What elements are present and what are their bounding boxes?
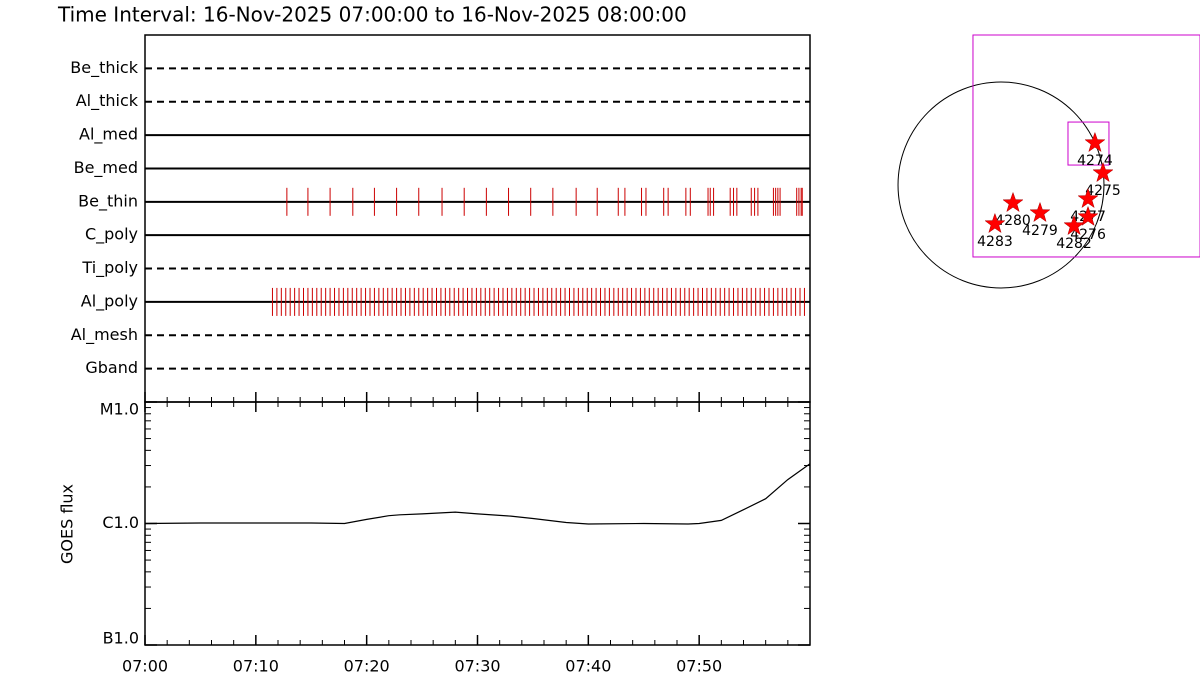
region-label: 4280 bbox=[995, 213, 1031, 229]
region-marker bbox=[1084, 131, 1106, 153]
row-label: Al_med bbox=[79, 125, 138, 145]
region-marker bbox=[1077, 205, 1099, 227]
row-label: Al_poly bbox=[81, 291, 138, 311]
chart-title: Time Interval: 16-Nov-2025 07:00:00 to 1… bbox=[57, 3, 687, 27]
y-tick-label: B1.0 bbox=[103, 629, 139, 648]
row-label: Be_thick bbox=[70, 58, 138, 78]
field-of-view bbox=[1067, 121, 1110, 166]
x-tick-label: 07:00 bbox=[122, 657, 168, 676]
y-tick-label: M1.0 bbox=[100, 400, 139, 419]
x-tick-label: 07:50 bbox=[676, 657, 722, 676]
goes-line bbox=[144, 463, 811, 525]
region-label: 4279 bbox=[1022, 223, 1058, 239]
region-label: 4283 bbox=[977, 234, 1013, 250]
x-tick-label: 07:20 bbox=[344, 657, 390, 676]
region-marker bbox=[1063, 214, 1085, 236]
row-label: Be_thin bbox=[78, 191, 138, 211]
row-label: Al_mesh bbox=[71, 325, 138, 345]
y-axis-label: GOES flux bbox=[58, 484, 77, 564]
field-of-view bbox=[972, 34, 1200, 258]
row-label: Al_thick bbox=[76, 91, 139, 111]
solar-disk bbox=[897, 81, 1105, 289]
row-label: Ti_poly bbox=[81, 258, 138, 278]
region-marker bbox=[1077, 187, 1099, 209]
row-label: Be_med bbox=[74, 158, 138, 178]
region-marker bbox=[1002, 191, 1024, 213]
x-tick-label: 07:40 bbox=[565, 657, 611, 676]
region-marker bbox=[1092, 161, 1114, 183]
x-tick-label: 07:30 bbox=[454, 657, 500, 676]
region-label: 4275 bbox=[1085, 183, 1121, 199]
y-tick-label: C1.0 bbox=[102, 513, 139, 532]
region-label: 4274 bbox=[1077, 153, 1113, 169]
region-marker bbox=[984, 212, 1006, 234]
row-label: Gband bbox=[85, 358, 138, 377]
row-label: C_poly bbox=[85, 225, 138, 245]
region-marker bbox=[1029, 201, 1051, 223]
x-tick-label: 07:10 bbox=[233, 657, 279, 676]
region-label: 4282 bbox=[1056, 236, 1092, 252]
